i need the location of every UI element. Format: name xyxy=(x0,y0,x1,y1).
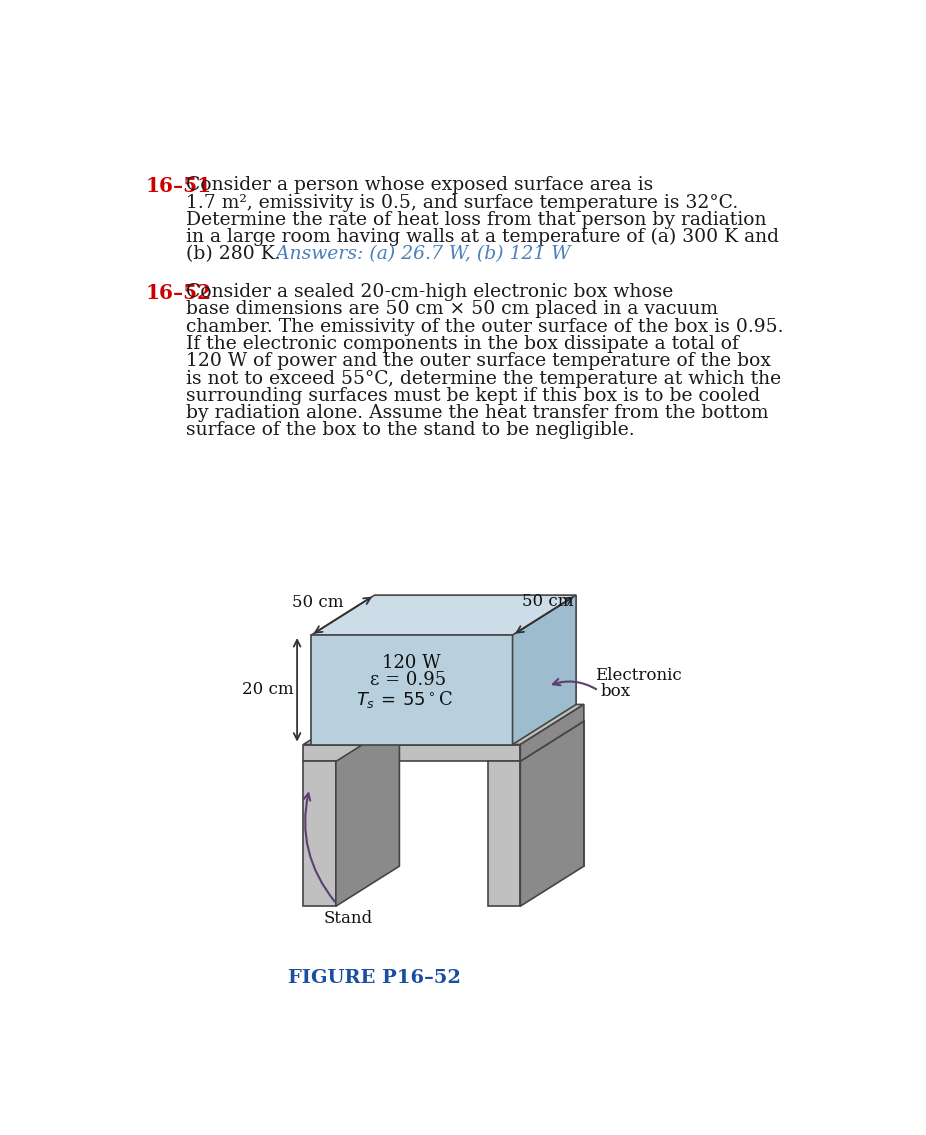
Polygon shape xyxy=(520,722,584,906)
Polygon shape xyxy=(311,595,576,636)
Text: ε = 0.95: ε = 0.95 xyxy=(369,671,446,689)
Text: by radiation alone. Assume the heat transfer from the bottom: by radiation alone. Assume the heat tran… xyxy=(185,404,768,422)
Polygon shape xyxy=(367,722,399,866)
Text: 50 cm: 50 cm xyxy=(522,592,574,609)
Text: 1.7 m², emissivity is 0.5, and surface temperature is 32°C.: 1.7 m², emissivity is 0.5, and surface t… xyxy=(185,194,738,211)
Text: is not to exceed 55°C, determine the temperature at which the: is not to exceed 55°C, determine the tem… xyxy=(185,370,781,387)
Polygon shape xyxy=(520,705,584,762)
Text: Determine the rate of heat loss from that person by radiation: Determine the rate of heat loss from tha… xyxy=(185,211,766,229)
Polygon shape xyxy=(304,705,584,745)
Text: chamber. The emissivity of the outer surface of the box is 0.95.: chamber. The emissivity of the outer sur… xyxy=(185,318,783,336)
Text: 20 cm: 20 cm xyxy=(242,681,294,698)
Text: Consider a sealed 20-cm-high electronic box whose: Consider a sealed 20-cm-high electronic … xyxy=(185,283,673,301)
Text: FIGURE P16–52: FIGURE P16–52 xyxy=(288,969,460,987)
Text: 50 cm: 50 cm xyxy=(293,595,344,612)
Text: $T_s\,=\,55^\circ$C: $T_s\,=\,55^\circ$C xyxy=(356,689,453,711)
Text: Electronic: Electronic xyxy=(594,667,682,684)
Text: surrounding surfaces must be kept if this box is to be cooled: surrounding surfaces must be kept if thi… xyxy=(185,387,759,405)
Polygon shape xyxy=(513,595,576,745)
Polygon shape xyxy=(336,722,399,906)
Polygon shape xyxy=(304,745,520,762)
Polygon shape xyxy=(551,722,584,866)
Text: 16–51: 16–51 xyxy=(145,176,211,196)
Text: 16–52: 16–52 xyxy=(145,283,211,303)
Text: Stand: Stand xyxy=(324,910,373,927)
Polygon shape xyxy=(488,762,520,906)
Text: If the electronic components in the box dissipate a total of: If the electronic components in the box … xyxy=(185,335,738,353)
Text: 120 W: 120 W xyxy=(382,654,441,672)
Text: box: box xyxy=(601,683,631,700)
Polygon shape xyxy=(311,636,513,745)
Text: base dimensions are 50 cm × 50 cm placed in a vacuum: base dimensions are 50 cm × 50 cm placed… xyxy=(185,301,718,318)
Polygon shape xyxy=(304,762,336,906)
Text: Answers: (a) 26.7 W, (b) 121 W: Answers: (a) 26.7 W, (b) 121 W xyxy=(258,245,570,263)
Text: Consider a person whose exposed surface area is: Consider a person whose exposed surface … xyxy=(185,176,653,194)
Text: (b) 280 K.: (b) 280 K. xyxy=(185,245,281,263)
Text: in a large room having walls at a temperature of (a) 300 K and: in a large room having walls at a temper… xyxy=(185,228,779,246)
Text: surface of the box to the stand to be negligible.: surface of the box to the stand to be ne… xyxy=(185,421,634,439)
Text: 120 W of power and the outer surface temperature of the box: 120 W of power and the outer surface tem… xyxy=(185,352,770,370)
